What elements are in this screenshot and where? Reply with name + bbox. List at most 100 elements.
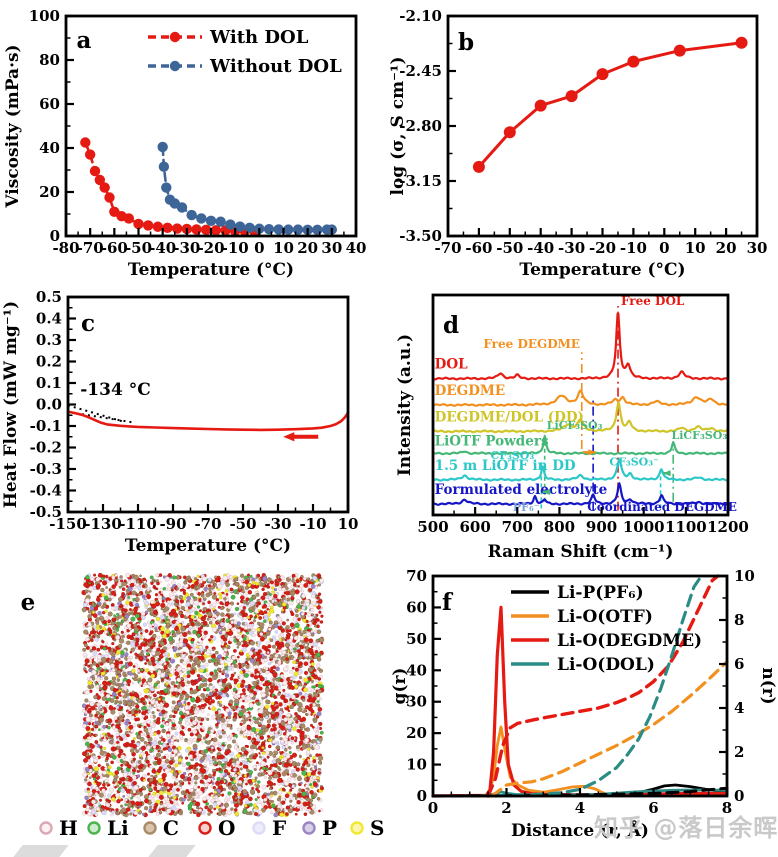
atom-dot [197,790,203,796]
atom-dot [137,760,142,764]
atom-dot [93,795,96,798]
atom-dot [166,733,171,738]
peak-annotation: LiCF₃SO₃ [547,419,603,432]
atom-dot [105,719,108,723]
atom-dot [261,724,266,730]
atom-dot [291,666,295,670]
atom-dot [184,721,190,726]
atom-dot [159,810,163,814]
atom-dot [210,793,214,797]
atom-dot [206,623,210,628]
x-tick-label: -130 [84,515,122,533]
data-point [200,224,212,236]
atom-dot [188,631,192,635]
y-tick-label: -0.2 [30,439,62,457]
atom-dot [289,676,294,681]
atom-dot [148,632,152,636]
atom-dot [82,772,88,778]
atom-dot [315,639,320,643]
atom-dot [286,597,291,602]
atom-dot [287,760,291,764]
series-conductivity [477,41,744,169]
atom-dot [124,803,128,807]
atom-dot [316,621,320,625]
atom-dot [266,755,270,759]
atom-dot [139,580,143,583]
atom-dot [207,577,212,582]
atom-dot [232,659,237,664]
data-point [191,224,202,235]
atom-dot [214,650,219,655]
atom-dot [308,648,314,653]
atom-dot [145,713,149,716]
atom-dot [305,713,309,717]
atom-dot [252,681,258,686]
atom-dot [155,616,160,622]
atom-dot [193,770,198,775]
data-point [161,182,172,193]
atom-dot [236,688,240,692]
atom-dot [104,676,109,681]
atom-dot [99,775,103,779]
atom-dot [218,808,223,813]
atom-dot [318,809,321,813]
atom-dot [153,623,158,628]
atom-dot [138,655,144,662]
atom-dot [196,707,200,711]
atom-dot [178,641,184,647]
atom-dot [260,736,264,740]
atom-dot [108,705,114,711]
atom-dot [93,694,98,700]
atom-dot [171,630,175,634]
data-point [673,44,686,57]
atom-dot [205,693,209,697]
atom-dot [290,596,295,601]
atom-dot [119,758,124,763]
atom-dot [157,595,163,600]
atom-dot [149,575,154,580]
atom-dot [289,651,293,655]
atom-dot [156,729,161,735]
data-point [627,55,640,68]
atom-dot [116,678,121,682]
data-point [292,224,304,235]
atom-dot [154,650,160,656]
atom-dot [132,723,137,728]
atom-dot [162,696,166,700]
atom-dot [100,605,105,609]
atom-dot [274,730,278,734]
atom-dot [183,790,186,794]
atom-dot [133,574,139,580]
atom-dot [105,798,109,802]
atom-dot [316,703,321,708]
atom-dot [160,761,166,766]
atom-dot [134,710,139,714]
atom-dot [271,644,276,649]
atom-dot [142,683,146,687]
atom-dot [109,650,114,655]
atom-dot [194,781,198,785]
x-axis-title: Raman Shift (cm⁻¹) [488,542,674,562]
atom-dot [275,721,279,725]
atom-dot [162,729,166,733]
atom-dot [144,709,149,714]
atom-dot [236,621,241,626]
atom-dot [154,593,159,597]
atom-dot [266,719,271,724]
atom-dot [194,581,199,586]
x-tick-label: 40 [346,239,367,257]
atom-dot [218,596,223,600]
atom-dot [104,733,109,737]
data-point [89,165,101,177]
atom-dot [226,809,232,816]
atom-dot [144,662,148,665]
atom-dot [121,777,126,782]
atom-dot [171,623,176,628]
atom-dot [152,808,157,813]
atom-dot [279,707,284,712]
atom-dot [226,694,230,698]
atom-dot [160,626,166,632]
atom-dot [177,688,182,692]
y-tick-label: 0.3 [36,331,62,349]
